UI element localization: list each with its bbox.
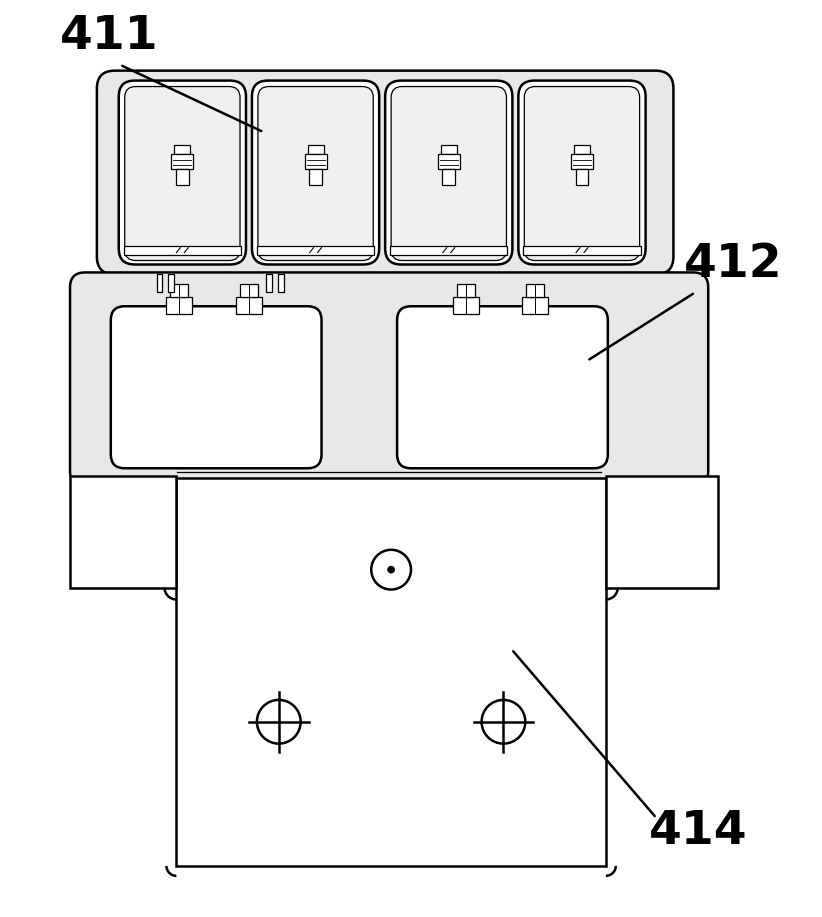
FancyBboxPatch shape [524, 86, 640, 260]
Bar [309, 169, 322, 185]
Circle shape [372, 550, 411, 590]
Circle shape [482, 700, 525, 744]
FancyBboxPatch shape [391, 86, 506, 260]
Text: 411: 411 [60, 14, 159, 59]
Bar [606, 476, 718, 588]
FancyBboxPatch shape [258, 86, 373, 260]
FancyBboxPatch shape [111, 306, 321, 469]
Bar [172, 154, 193, 169]
Circle shape [388, 566, 395, 573]
Bar [305, 154, 326, 169]
FancyBboxPatch shape [519, 81, 645, 264]
Bar [524, 246, 640, 255]
Bar [522, 297, 548, 315]
FancyBboxPatch shape [70, 272, 709, 486]
Bar [70, 476, 177, 588]
FancyBboxPatch shape [386, 81, 512, 264]
Bar [438, 154, 459, 169]
Bar [390, 246, 507, 255]
Bar [266, 274, 272, 293]
FancyBboxPatch shape [118, 81, 246, 264]
FancyBboxPatch shape [397, 306, 607, 469]
Bar [123, 246, 241, 255]
Bar [240, 284, 258, 297]
Bar [571, 154, 593, 169]
Bar [170, 284, 188, 297]
Bar [257, 246, 374, 255]
FancyBboxPatch shape [252, 81, 379, 264]
Bar [457, 284, 474, 297]
FancyBboxPatch shape [97, 71, 673, 274]
Bar [236, 297, 262, 315]
Bar [453, 297, 478, 315]
Bar [174, 145, 191, 154]
Text: 412: 412 [683, 242, 782, 287]
Bar [176, 169, 189, 185]
FancyBboxPatch shape [125, 86, 240, 260]
Text: 414: 414 [649, 809, 747, 854]
Bar [169, 274, 174, 293]
Bar [442, 169, 455, 185]
Circle shape [257, 700, 301, 744]
Bar [441, 145, 457, 154]
Bar [575, 169, 589, 185]
Bar [177, 478, 606, 866]
Bar [278, 274, 284, 293]
Bar [526, 284, 544, 297]
Bar [167, 297, 192, 315]
Bar [574, 145, 590, 154]
Bar [156, 274, 163, 293]
Bar [307, 145, 324, 154]
